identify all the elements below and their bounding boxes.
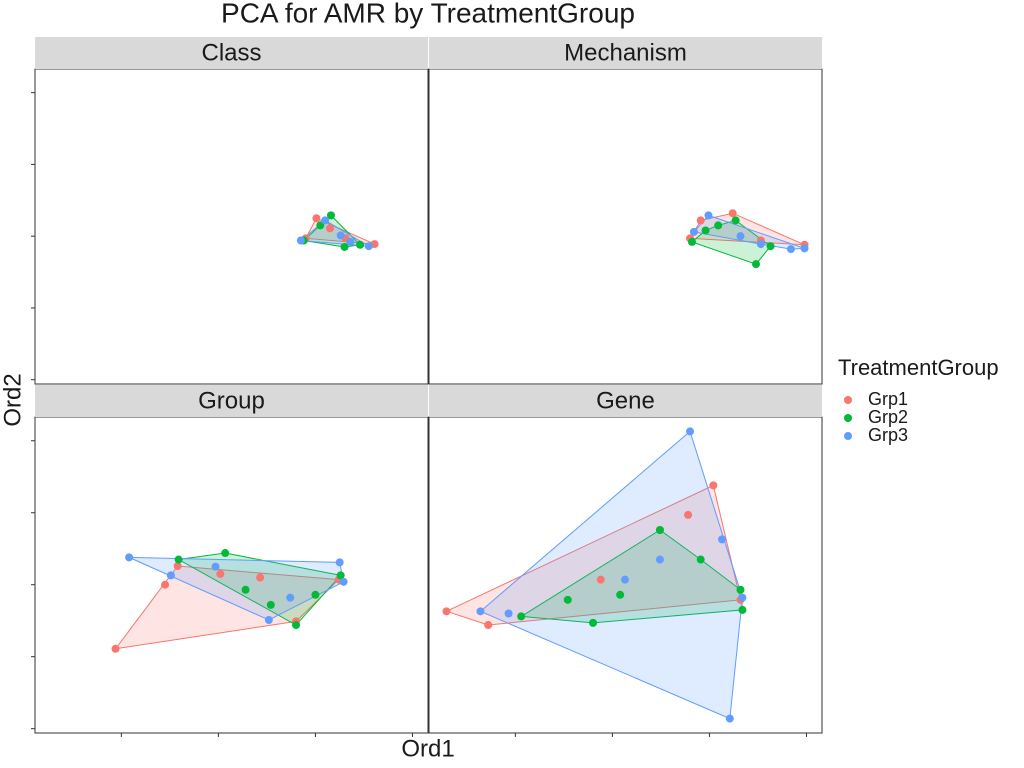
point — [336, 571, 345, 580]
point — [709, 481, 718, 490]
strip-label: Class — [201, 39, 261, 66]
point — [621, 575, 630, 584]
point — [752, 260, 761, 269]
point — [335, 558, 344, 567]
point — [346, 237, 355, 246]
point — [766, 242, 775, 251]
point — [311, 590, 320, 599]
point — [731, 216, 740, 225]
legend-key — [844, 432, 852, 440]
point — [655, 526, 664, 535]
strip — [429, 37, 822, 69]
point — [714, 221, 723, 230]
point — [312, 214, 321, 223]
point — [689, 227, 698, 236]
chart-title: PCA for AMR by TreatmentGroup — [221, 0, 635, 28]
point — [563, 595, 572, 604]
point — [321, 216, 330, 225]
x-axis-label: Ord1 — [401, 735, 454, 762]
point — [696, 555, 705, 564]
point — [174, 555, 183, 564]
strip-label: Mechanism — [564, 39, 687, 66]
point — [442, 607, 451, 616]
strip-label: Gene — [596, 387, 655, 414]
y-axis-label: Ord2 — [0, 373, 26, 426]
point — [339, 577, 348, 586]
strip — [429, 385, 822, 417]
point — [704, 211, 713, 220]
point — [326, 211, 335, 220]
point — [266, 600, 275, 609]
point — [296, 236, 305, 245]
strip — [35, 37, 428, 69]
panel — [34, 68, 429, 385]
legend-key — [844, 396, 852, 404]
legend-label: Grp3 — [868, 425, 908, 445]
point — [364, 242, 373, 251]
point — [256, 573, 265, 582]
panel — [34, 416, 429, 734]
point — [728, 209, 737, 218]
strip — [35, 385, 428, 417]
point — [684, 510, 693, 519]
point — [686, 427, 695, 436]
point — [696, 216, 705, 225]
point — [340, 242, 349, 251]
point — [216, 569, 225, 578]
legend-key — [844, 414, 852, 422]
point — [356, 240, 365, 249]
point — [718, 535, 727, 544]
point — [517, 612, 526, 621]
panel — [428, 416, 823, 734]
point — [125, 553, 134, 562]
legend-title: TreatmentGroup — [838, 355, 999, 380]
point — [173, 562, 182, 571]
point — [325, 224, 334, 233]
point — [316, 221, 325, 230]
point — [264, 615, 273, 624]
point — [800, 244, 809, 253]
point — [616, 590, 625, 599]
point — [756, 240, 765, 249]
point — [736, 232, 745, 241]
point — [655, 555, 664, 564]
strip-label: Group — [198, 387, 265, 414]
point — [687, 237, 696, 246]
point — [504, 609, 513, 618]
point — [738, 605, 747, 614]
legend-label: Grp1 — [868, 389, 908, 409]
point — [211, 562, 220, 571]
point — [588, 618, 597, 627]
point — [292, 621, 301, 630]
point — [336, 231, 345, 240]
point — [286, 593, 295, 602]
point — [596, 575, 605, 584]
panel — [428, 68, 823, 385]
point — [161, 580, 170, 589]
point — [701, 226, 710, 235]
point — [738, 593, 747, 602]
point — [484, 621, 493, 630]
point — [221, 549, 230, 558]
point — [111, 644, 120, 653]
point — [736, 585, 745, 594]
point — [786, 245, 795, 254]
point — [725, 714, 734, 723]
point — [476, 607, 485, 616]
point — [241, 585, 250, 594]
point — [166, 571, 175, 580]
legend-label: Grp2 — [868, 407, 908, 427]
